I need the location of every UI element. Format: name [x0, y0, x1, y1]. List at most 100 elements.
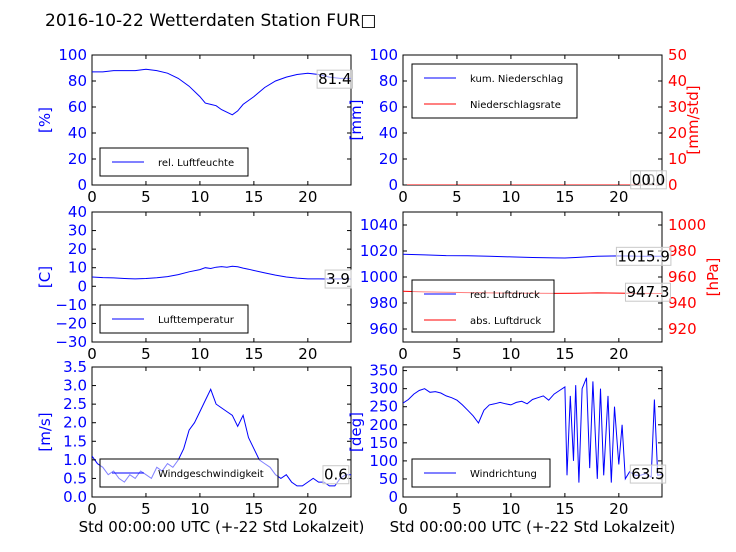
y-right-tick-label: 10	[668, 150, 687, 168]
y-axis-label: [m/s]	[36, 412, 54, 451]
series-line-temperature-0	[92, 265, 351, 280]
value-annotation: 0.6	[324, 466, 348, 484]
y-tick-label: 20	[68, 240, 87, 258]
x-tick-label: 10	[190, 345, 209, 363]
y-tick-label: 80	[68, 72, 87, 90]
x-tick-label: 15	[555, 345, 574, 363]
y-tick-label: 20	[68, 150, 87, 168]
y-right-axis-label: [mm/std]	[684, 85, 702, 154]
x-tick-label: 20	[298, 500, 317, 518]
value-annotation: 0.0	[641, 171, 665, 189]
x-tick-label: 10	[190, 500, 209, 518]
subplot-pressure: 0 5 10 15 2096098010001020104092094096098010…	[360, 211, 722, 363]
legend-label: red. Luftdruck	[470, 290, 540, 301]
y-right-tick-label: 0	[668, 176, 678, 194]
value-annotation-box	[639, 170, 667, 190]
value-annotation-box	[322, 465, 350, 485]
series-line-pressure-0	[403, 253, 662, 259]
legend-frame	[411, 279, 555, 333]
legend: Lufttemperatur	[99, 304, 249, 334]
y-tick-label: 150	[369, 434, 398, 452]
y-tick-label: 1020	[360, 242, 398, 260]
legend-label: Windgeschwindigkeit	[158, 469, 264, 480]
value-annotation-box	[615, 246, 672, 266]
value-annotation-box	[624, 282, 671, 302]
chart-title: 2016-10-22 Wetterdaten Station FUR□	[45, 11, 376, 31]
value-annotation: 1015.9	[617, 247, 670, 265]
series-line-humidity-0	[92, 68, 351, 116]
subplot-temperature: 0 5 10 15 20−30−20−10010203040[C]Lufttempera…	[36, 203, 352, 363]
series-line-winddirection-0	[403, 377, 662, 483]
y-tick-label: 0	[77, 176, 87, 194]
y-tick-label: 350	[369, 362, 398, 380]
y-axis-label: [mm]	[347, 100, 365, 141]
legend-label: rel. Luftfeuchte	[158, 158, 234, 169]
y-tick-label: 1040	[360, 216, 398, 234]
x-tick-label: 0	[87, 345, 97, 363]
y-right-tick-label: 20	[668, 124, 687, 142]
legend-label: Niederschlagsrate	[470, 100, 561, 111]
x-tick-label: 5	[141, 345, 151, 363]
subplot-humidity: 0 5 10 15 20 0 20 40 60 80 100 [%] rel. Luftfeuchte 8…	[36, 46, 354, 206]
y-tick-label: 1.5	[63, 432, 87, 450]
y-tick-label: 200	[369, 416, 398, 434]
value-annotation: 81.4	[318, 70, 351, 88]
x-tick-label: 10	[501, 345, 520, 363]
x-axis-label: Std 00:00:00 UTC (+-22 Std Lokalzeit)	[79, 518, 365, 536]
legend: rel. Luftfeuchte	[99, 147, 249, 177]
y-tick-label: −20	[55, 314, 87, 332]
x-tick-label: 5	[141, 500, 151, 518]
x-axis-label: Std 00:00:00 UTC (+-22 Std Lokalzeit)	[390, 518, 676, 536]
x-tick-label: 5	[452, 345, 462, 363]
value-annotation-box	[316, 69, 354, 89]
legend-label: Lufttemperatur	[158, 315, 235, 326]
y-tick-label: 40	[68, 203, 87, 221]
y-tick-label: 60	[68, 98, 87, 116]
x-tick-label: 15	[244, 345, 263, 363]
y-tick-label: 0.0	[63, 488, 87, 506]
y-right-tick-label: 920	[668, 320, 697, 338]
y-tick-label: 980	[369, 294, 398, 312]
x-tick-label: 15	[244, 188, 263, 206]
subplot-windspeed: 0 5 10 15 20 0.00.51.01.52.02.53.03.5 [m/s] Std…	[36, 358, 364, 536]
x-tick-label: 20	[609, 188, 628, 206]
legend-label: Windrichtung	[470, 469, 537, 480]
x-tick-label: 15	[555, 500, 574, 518]
y-tick-label: 0	[77, 277, 87, 295]
x-tick-label: 15	[244, 500, 263, 518]
y-right-axis-label: [hPa]	[704, 258, 722, 297]
x-tick-label: 15	[555, 188, 574, 206]
y-right-tick-label: 30	[668, 98, 687, 116]
y-tick-label: 300	[369, 380, 398, 398]
x-tick-label: 0	[87, 188, 97, 206]
value-annotation: 3.9	[326, 270, 350, 288]
legend: Windrichtung	[411, 458, 551, 488]
y-tick-label: 1.0	[63, 451, 87, 469]
y-tick-label: 20	[379, 150, 398, 168]
x-tick-label: 5	[452, 500, 462, 518]
y-tick-label: 0	[388, 176, 398, 194]
y-tick-label: 100	[58, 46, 87, 64]
legend-frame	[411, 63, 578, 119]
x-tick-label: 0	[87, 500, 97, 518]
x-tick-label: 0	[398, 500, 408, 518]
y-tick-label: 0	[388, 488, 398, 506]
y-right-tick-label: 980	[668, 242, 697, 260]
x-tick-label: 10	[501, 500, 520, 518]
y-axis-label: [%]	[36, 107, 54, 133]
x-tick-label: 20	[609, 345, 628, 363]
legend-frame	[99, 458, 279, 488]
x-tick-label: 20	[298, 345, 317, 363]
x-tick-label: 10	[190, 188, 209, 206]
y-tick-label: 40	[68, 124, 87, 142]
y-tick-label: 2.5	[63, 395, 87, 413]
value-annotation: 63.5	[631, 465, 664, 483]
y-tick-label: 40	[379, 124, 398, 142]
legend-label: kum. Niederschlag	[470, 74, 563, 85]
y-tick-label: 3.5	[63, 358, 87, 376]
y-tick-label: 60	[379, 98, 398, 116]
y-tick-label: 80	[379, 72, 398, 90]
legend-frame	[99, 147, 249, 177]
y-right-tick-label: 1000	[668, 216, 706, 234]
